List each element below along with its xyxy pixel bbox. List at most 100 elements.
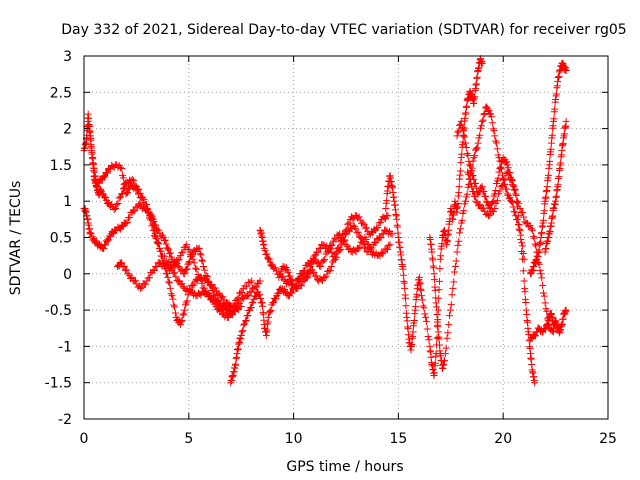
data-point-track-i — [446, 306, 454, 314]
data-point-track-k — [535, 260, 543, 268]
data-point-track-h — [404, 325, 412, 333]
data-point-track-m — [552, 90, 560, 98]
data-point-track-h — [419, 302, 427, 310]
data-point-track-k — [537, 270, 545, 278]
data-point-track-c — [160, 252, 168, 260]
data-point-track-g — [293, 282, 301, 290]
data-point-track-i — [487, 113, 495, 121]
data-point-track-h — [424, 333, 432, 341]
data-point-track-f — [271, 264, 279, 272]
data-point-track-d — [167, 265, 175, 273]
data-point-track-d — [150, 266, 158, 274]
data-point-track-d — [172, 273, 180, 281]
data-point-track-i — [493, 145, 501, 153]
data-point-track-a — [177, 318, 185, 326]
data-point-track-j — [517, 236, 525, 244]
data-point-track-j — [461, 133, 469, 141]
data-point-track-c — [195, 273, 203, 281]
data-point-track-h — [393, 215, 401, 223]
data-point-track-m — [540, 207, 548, 215]
data-point-track-i — [474, 139, 482, 147]
y-axis-label: SDTVAR / TECUs — [8, 181, 24, 296]
data-point-track-j — [478, 183, 486, 191]
data-point-track-g — [314, 259, 322, 267]
data-point-track-k — [464, 170, 472, 178]
data-point-track-c — [134, 190, 142, 198]
data-point-track-a — [110, 229, 118, 237]
data-point-track-c — [179, 248, 187, 256]
data-point-track-b — [116, 164, 124, 172]
data-point-track-h — [420, 304, 428, 312]
data-point-track-k — [536, 266, 544, 274]
data-point-track-e — [242, 317, 250, 325]
data-point-track-d — [178, 280, 186, 288]
data-point-track-h — [478, 59, 486, 67]
data-point-track-c — [128, 175, 136, 183]
data-point-track-c — [246, 279, 254, 287]
data-point-track-e — [249, 298, 257, 306]
data-point-track-g — [317, 263, 325, 271]
data-point-track-j — [469, 172, 477, 180]
data-point-track-k — [511, 185, 519, 193]
data-point-track-h — [471, 93, 479, 101]
data-point-track-f — [388, 230, 396, 238]
data-point-track-a — [165, 278, 173, 286]
data-point-track-j — [494, 174, 502, 182]
data-point-track-j — [531, 379, 539, 387]
data-point-track-j — [488, 199, 496, 207]
data-point-track-d — [145, 274, 153, 282]
data-point-track-i — [433, 310, 441, 318]
data-point-track-k — [476, 201, 484, 209]
data-point-track-j — [523, 310, 531, 318]
data-point-track-c — [243, 282, 251, 290]
data-point-track-b — [164, 244, 172, 252]
data-point-track-h — [412, 303, 420, 311]
data-point-track-a — [168, 292, 176, 300]
data-point-track-a — [87, 230, 95, 238]
data-point-track-c — [119, 190, 127, 198]
data-point-track-l — [562, 306, 570, 314]
data-point-track-i — [442, 344, 450, 352]
data-point-track-k — [490, 208, 498, 216]
data-point-track-c — [185, 246, 193, 254]
data-point-track-l — [542, 321, 550, 329]
data-point-track-n — [562, 117, 570, 125]
data-point-track-d — [179, 283, 187, 291]
data-point-track-c — [150, 232, 158, 240]
data-point-track-j — [518, 247, 526, 255]
data-point-track-g — [378, 250, 386, 258]
data-point-track-b — [199, 263, 207, 271]
data-point-track-h — [437, 252, 445, 260]
data-point-track-c — [183, 241, 191, 249]
data-point-track-j — [466, 161, 474, 169]
data-point-track-j — [482, 193, 490, 201]
data-point-track-h — [410, 317, 418, 325]
data-point-track-b — [119, 174, 127, 182]
data-point-track-i — [480, 111, 488, 119]
data-point-track-c — [111, 204, 119, 212]
y-tick-label: -1.5 — [45, 376, 72, 392]
data-point-track-i — [472, 145, 480, 153]
data-point-track-c — [153, 238, 161, 246]
data-point-track-a — [101, 241, 109, 249]
data-point-track-i — [434, 321, 442, 329]
data-point-track-h — [450, 209, 458, 217]
data-point-track-b — [162, 240, 170, 248]
data-point-track-h — [454, 200, 462, 208]
data-point-track-f — [265, 255, 273, 263]
data-point-track-i — [456, 225, 464, 233]
data-point-track-m — [546, 157, 554, 165]
data-point-track-g — [324, 247, 332, 255]
data-point-track-j — [516, 226, 524, 234]
data-point-track-j — [518, 255, 526, 263]
data-point-track-k — [485, 212, 493, 220]
data-point-track-d — [142, 280, 150, 288]
data-point-track-e — [322, 272, 330, 280]
data-point-track-c — [248, 277, 256, 285]
data-point-track-j — [520, 277, 528, 285]
data-point-track-i — [444, 329, 452, 337]
x-tick-label: 0 — [80, 431, 89, 447]
data-point-track-c — [149, 226, 157, 234]
data-point-track-i — [461, 197, 469, 205]
